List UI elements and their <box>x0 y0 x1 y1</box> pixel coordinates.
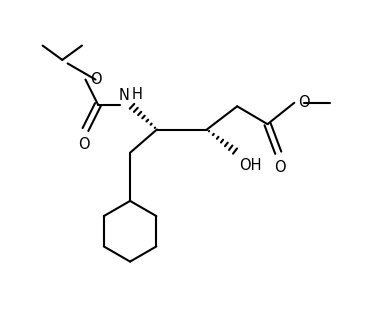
Text: H: H <box>132 87 143 102</box>
Text: O: O <box>90 72 101 87</box>
Text: O: O <box>298 95 310 110</box>
Text: O: O <box>274 160 286 175</box>
Text: N: N <box>118 88 129 103</box>
Text: OH: OH <box>239 158 262 173</box>
Text: O: O <box>78 138 90 152</box>
